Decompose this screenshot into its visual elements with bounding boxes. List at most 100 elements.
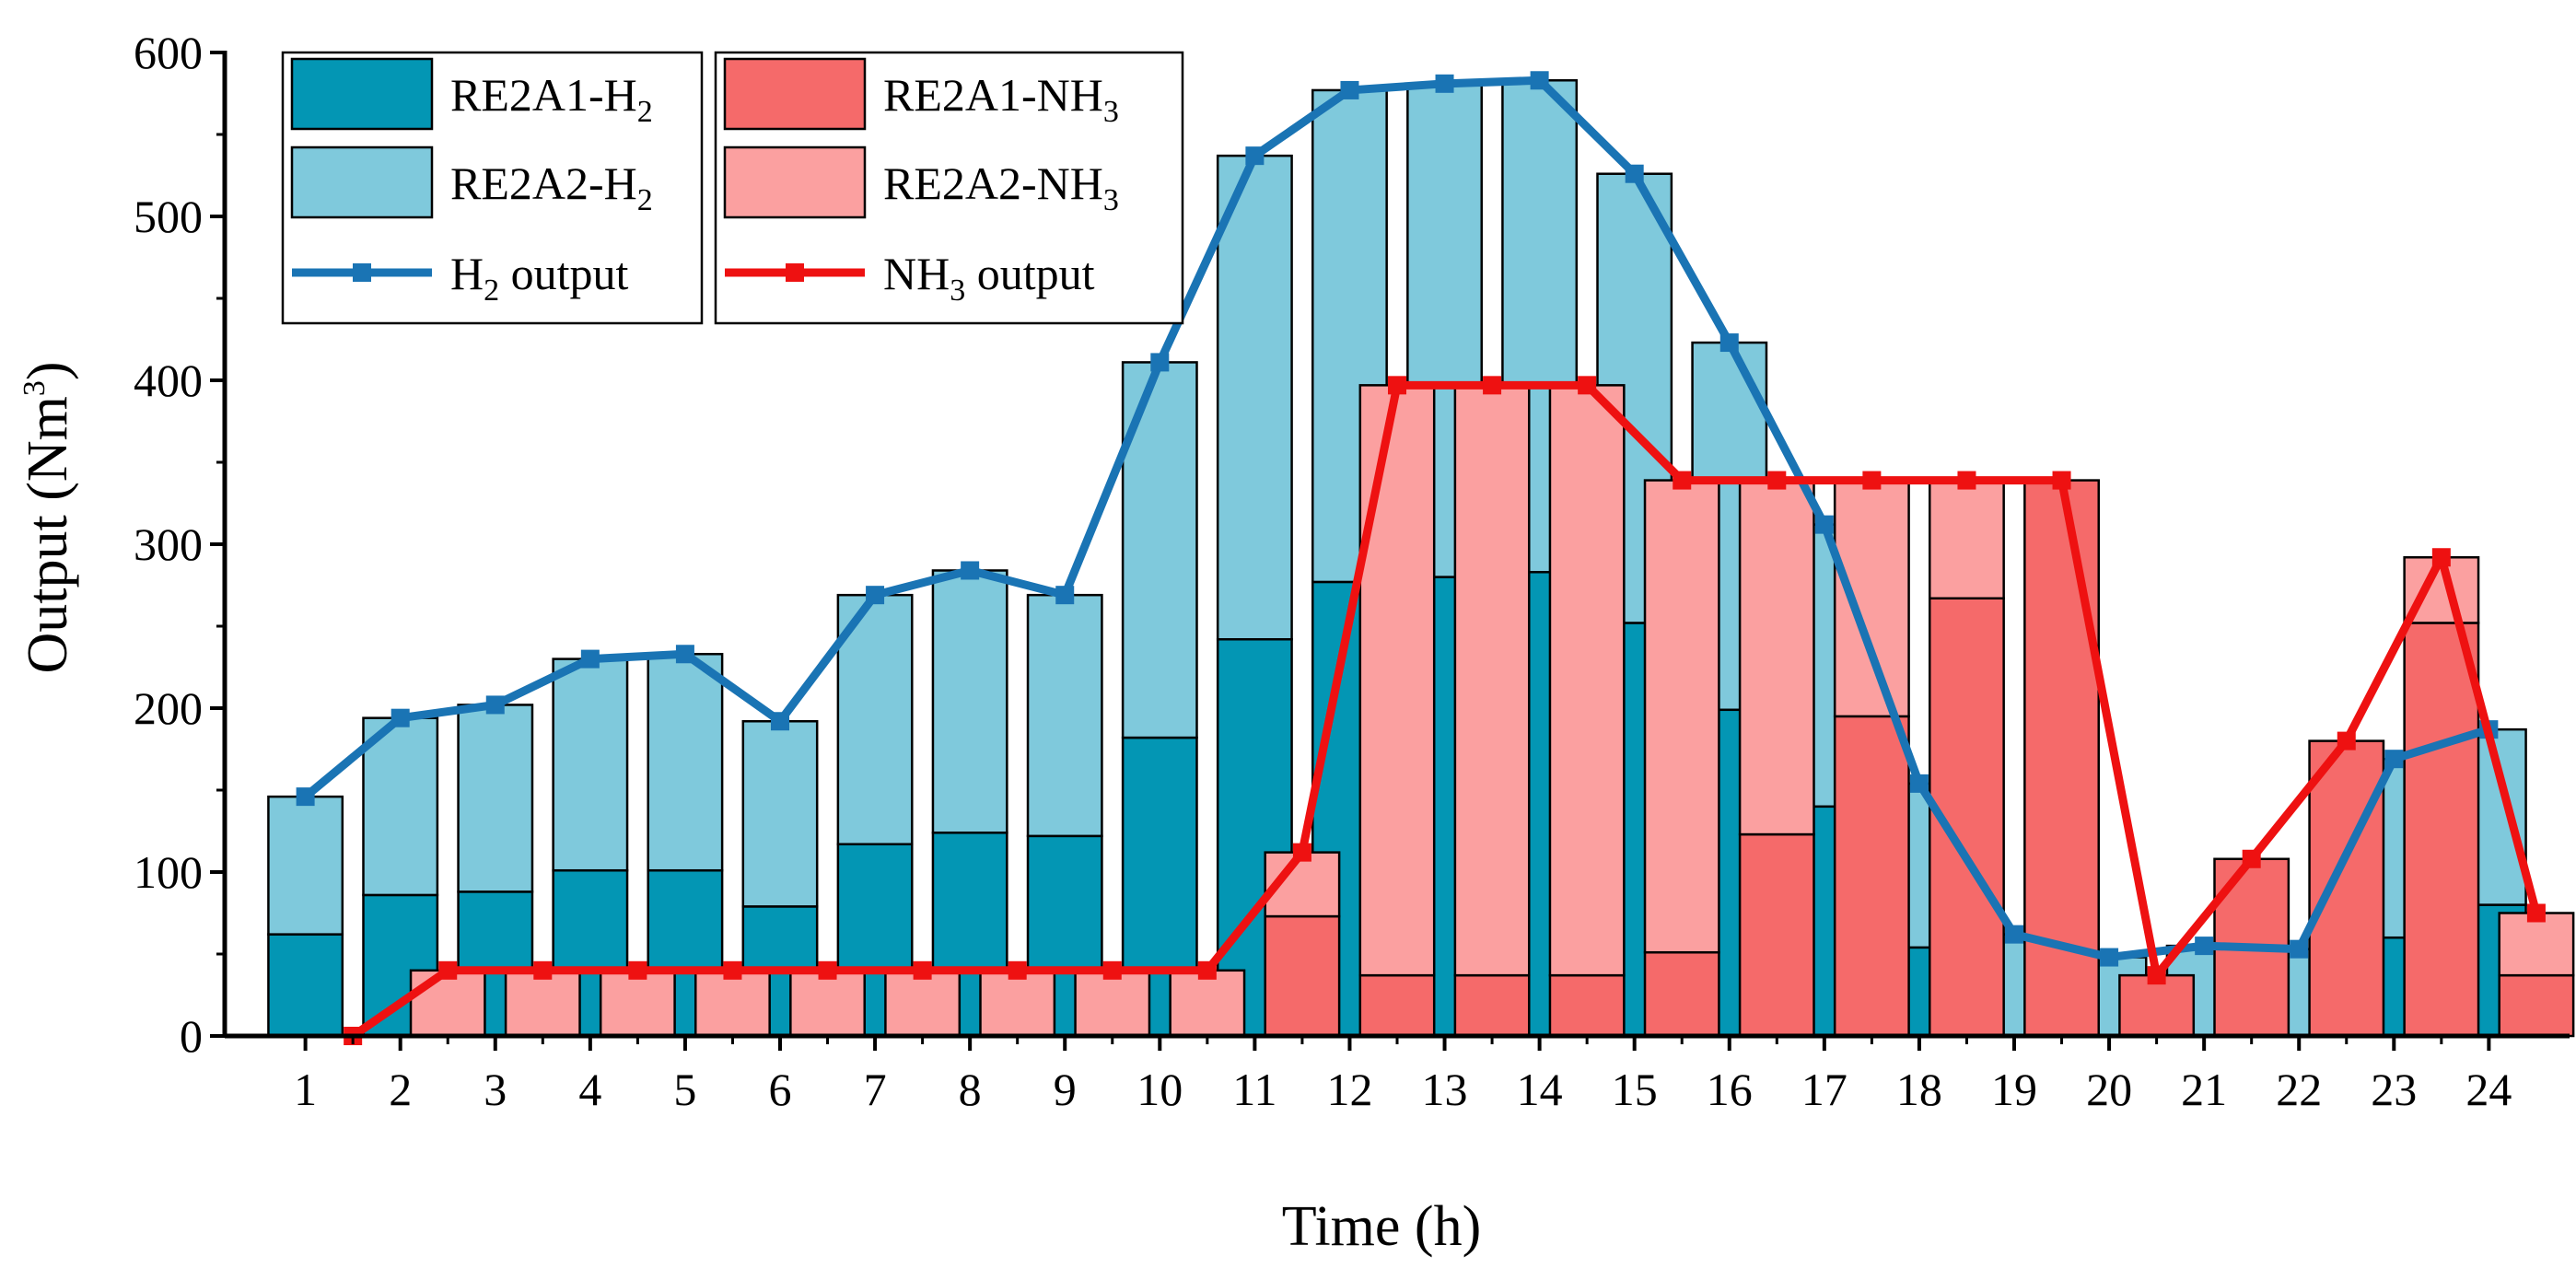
bar-re2a1-nh3 <box>1643 950 1720 1038</box>
y-tick-label: 500 <box>134 191 203 242</box>
bar-re2a2-nh3 <box>884 969 962 1038</box>
nh3-output-marker <box>1102 960 1122 980</box>
bar-re2a2-nh3 <box>979 969 1056 1038</box>
bar-re2a2-nh3 <box>409 969 486 1038</box>
bar-re2a1-nh3 <box>1833 715 1910 1038</box>
x-tick-label: 18 <box>1896 1064 1942 1115</box>
x-tick-label: 8 <box>959 1064 982 1115</box>
bar-re2a2-nh3 <box>599 969 676 1038</box>
bar-re2a1-nh3 <box>2308 739 2385 1038</box>
nh3-output-marker <box>628 960 647 980</box>
y-tick-label: 600 <box>134 27 203 78</box>
bar-re2a2-h2 <box>931 569 1008 834</box>
nh3-output-marker <box>1957 471 1976 490</box>
nh3-output-marker <box>2052 471 2071 490</box>
h2-output-marker <box>1435 74 1454 93</box>
h2-output-marker <box>1245 146 1265 166</box>
nh3-output-marker <box>1673 471 1692 490</box>
bar-re2a2-nh3 <box>789 969 866 1038</box>
x-tick-label: 21 <box>2181 1064 2227 1115</box>
h2-output-line <box>302 76 2490 962</box>
x-tick-label: 13 <box>1422 1064 1468 1115</box>
nh3-output-marker <box>1578 376 1597 395</box>
legend-label-subscript: 3 <box>950 273 965 308</box>
x-tick-label: 7 <box>864 1064 887 1115</box>
nh3-output-marker <box>1292 843 1311 862</box>
nh3-output-marker <box>818 960 837 980</box>
h2-output-marker <box>771 712 789 731</box>
bar-re2a2-h2 <box>1026 593 1103 838</box>
x-tick-label: 5 <box>673 1064 696 1115</box>
nh3-output-marker <box>2242 849 2261 868</box>
y-tick-label: 100 <box>134 846 203 898</box>
h2-output-marker <box>1340 80 1359 99</box>
bar-re2a1-nh3 <box>1548 973 1626 1038</box>
x-tick-label: 4 <box>578 1064 601 1115</box>
x-tick-label: 1 <box>294 1064 317 1115</box>
nh3-output-marker <box>533 960 553 980</box>
h2-output-marker <box>2195 937 2214 956</box>
bar-re2a1-nh3 <box>2118 973 2196 1038</box>
bar-re2a1-h2 <box>267 933 344 1038</box>
x-tick-label: 10 <box>1136 1064 1183 1115</box>
legend-label-base: RE2A2-H <box>450 157 637 209</box>
bar-re2a2-h2 <box>1216 154 1293 641</box>
h2-output-marker <box>580 649 600 669</box>
y-tick-label: 300 <box>134 518 203 570</box>
x-tick-label: 22 <box>2276 1064 2322 1115</box>
legend-label-subscript: 3 <box>1103 95 1119 129</box>
bar-re2a2-h2 <box>741 719 819 908</box>
h2-output-marker <box>390 708 410 727</box>
legend-label-base: RE2A1-NH <box>883 69 1103 121</box>
bar-re2a2-nh3 <box>694 969 771 1038</box>
bar-re2a2-nh3 <box>1169 969 1246 1038</box>
legend-label-base: H <box>450 248 484 299</box>
legend-key-nh3-line-marker <box>786 263 804 282</box>
h2-output-marker <box>2384 750 2404 769</box>
legend-label-tail: output <box>499 248 628 299</box>
x-tick-label: 2 <box>389 1064 412 1115</box>
y-tick-label: 200 <box>134 682 203 734</box>
nh3-output-marker <box>2526 903 2546 923</box>
y-axis-title-end: ) <box>17 361 79 380</box>
nh3-output-line <box>350 380 2541 1040</box>
legend-label-subscript: 2 <box>637 95 653 129</box>
h2-output-marker <box>866 586 885 605</box>
nh3-output-marker <box>2431 548 2451 567</box>
x-tick-label: 14 <box>1517 1064 1563 1115</box>
ammonia-bars <box>409 384 2575 1038</box>
x-tick-label: 24 <box>2465 1064 2512 1115</box>
h2-output-marker <box>485 695 505 715</box>
x-tick-label: 9 <box>1054 1064 1077 1115</box>
bar-re2a2-nh3 <box>1453 384 1531 977</box>
h2-output-marker <box>2100 948 2119 967</box>
bar-re2a2-h2 <box>267 795 344 936</box>
legend-label-re2a1-nh3: RE2A1-NH3 <box>883 69 1119 129</box>
bar-re2a2-nh3 <box>1833 479 1910 718</box>
legend-label-re2a1-h2: RE2A1-H2 <box>450 69 653 129</box>
h2-output-marker <box>675 645 694 664</box>
nh3-output-marker <box>1862 471 1882 490</box>
x-axis-title: Time (h) <box>1282 1195 1481 1258</box>
output-lines <box>296 71 2546 1045</box>
h2-output-marker <box>1814 515 1834 534</box>
x-tick-label: 23 <box>2371 1064 2417 1115</box>
bar-re2a2-nh3 <box>1074 969 1151 1038</box>
h2-output-marker <box>1909 774 1929 793</box>
legend-label-nh3-line: NH3 output <box>883 248 1095 308</box>
x-tick-label: 12 <box>1326 1064 1372 1115</box>
legend-key-re2a1-nh3 <box>723 57 867 131</box>
bar-re2a2-nh3 <box>1929 479 2005 599</box>
nh3-output-marker <box>913 960 932 980</box>
bar-re2a2-h2 <box>552 657 629 872</box>
bar-re2a2-nh3 <box>1738 479 1815 836</box>
y-tick-label: 400 <box>134 355 203 406</box>
bar-re2a2-nh3 <box>1548 384 1626 977</box>
x-tick-label: 11 <box>1232 1064 1276 1115</box>
bar-re2a2-h2 <box>362 716 439 897</box>
y-axis-title-base: Output (Nm <box>17 396 79 673</box>
legend-label-h2-line: H2 output <box>450 248 629 308</box>
nh3-output-marker <box>438 960 458 980</box>
